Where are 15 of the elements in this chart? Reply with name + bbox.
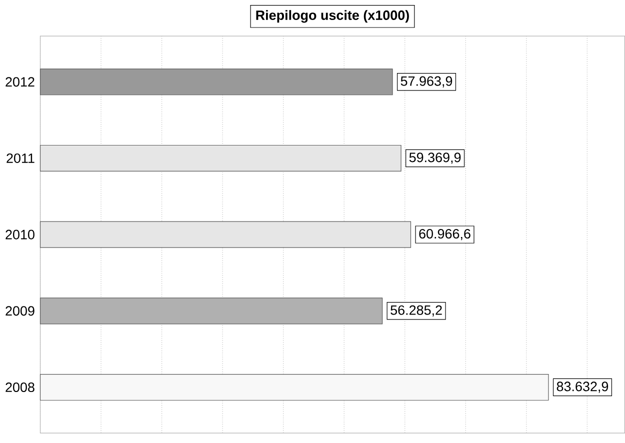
chart-title: Riepilogo uscite (x1000) [256,10,409,23]
bar [40,221,412,248]
y-tick-label: 2009 [6,306,34,316]
y-tick-label: 2012 [6,76,34,86]
bar [40,144,402,172]
data-label: 56.285,2 [390,305,442,316]
data-label: 83.632,9 [556,382,608,393]
data-label: 57.963,9 [400,76,452,88]
y-tick-label: 2011 [6,153,34,163]
data-label: 59.369,9 [409,152,461,164]
data-label: 60.966,6 [419,228,470,240]
bar [40,68,393,95]
y-tick-label: 2010 [6,230,34,240]
bar [40,374,549,400]
y-tick-label: 2008 [6,382,34,392]
